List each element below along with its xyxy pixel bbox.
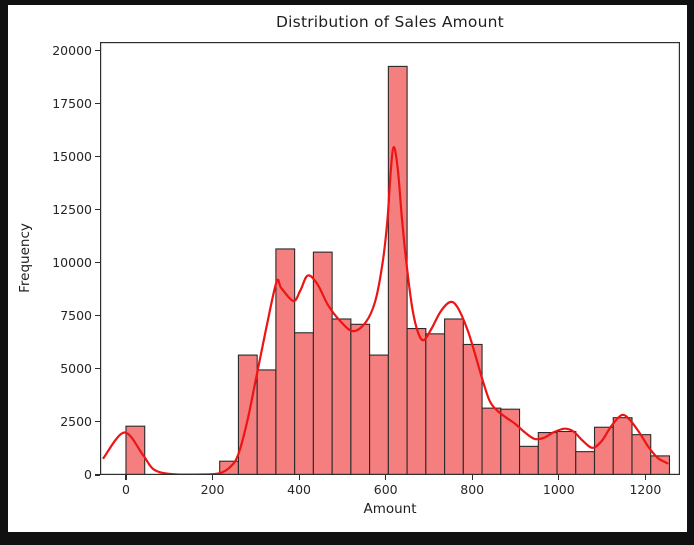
x-tick-label: 0 (122, 482, 130, 497)
histogram-bar (256, 369, 277, 475)
y-tick-mark (95, 368, 100, 370)
histogram-bar (518, 445, 539, 475)
y-tick-mark (95, 474, 100, 476)
histogram-bar (406, 327, 427, 475)
histogram-bar (312, 251, 333, 475)
y-tick-mark (95, 421, 100, 423)
y-tick-label: 2500 (60, 413, 92, 429)
x-tick-label: 600 (373, 482, 398, 497)
figure-canvas: Distribution of Sales Amount Frequency A… (8, 5, 687, 532)
y-tick-mark (95, 156, 100, 158)
histogram-bar (556, 430, 577, 475)
y-tick-label: 17500 (52, 95, 92, 111)
histogram-bar (631, 434, 652, 475)
x-tick-label: 1000 (542, 482, 575, 497)
histogram-bar (294, 332, 314, 475)
x-tick-mark (558, 475, 560, 480)
y-tick-mark (95, 315, 100, 317)
y-tick-label: 20000 (52, 42, 92, 58)
x-tick-mark (298, 475, 300, 480)
histogram-bar (387, 65, 408, 475)
y-tick-mark (95, 209, 100, 211)
histogram-bar (462, 343, 483, 475)
y-tick-label: 0 (84, 467, 92, 482)
histogram-bar (331, 318, 352, 475)
y-tick-label: 5000 (60, 360, 92, 376)
y-tick-label: 12500 (52, 201, 92, 217)
histogram-bar (444, 318, 464, 475)
y-tick-label: 15000 (52, 148, 92, 164)
y-tick-mark (95, 103, 100, 105)
axes-spines (100, 42, 680, 475)
histogram-bar (350, 323, 371, 475)
histogram-bar (369, 354, 389, 475)
y-tick-mark (95, 262, 100, 264)
x-tick-mark (211, 475, 214, 480)
plot-area (100, 42, 680, 475)
x-tick-mark (125, 475, 127, 480)
histogram-bar (612, 417, 633, 475)
x-tick-mark (385, 475, 387, 480)
x-tick-mark (471, 475, 473, 480)
axes-region (100, 42, 680, 475)
x-tick-label: 1200 (629, 482, 662, 497)
y-tick-mark (95, 49, 100, 52)
histogram-bar (593, 426, 614, 475)
histogram-bar (575, 451, 596, 475)
chart-title: Distribution of Sales Amount (276, 13, 504, 31)
x-tick-mark (644, 475, 646, 480)
histogram-bar (481, 407, 502, 475)
histogram-bar (425, 333, 446, 475)
x-tick-label: 200 (200, 482, 225, 497)
y-tick-label: 7500 (60, 307, 92, 323)
histogram-bar (500, 408, 521, 475)
x-tick-label: 800 (460, 482, 485, 497)
x-axis-label: Amount (363, 501, 417, 517)
y-tick-label: 10000 (52, 254, 92, 270)
kde-curve (102, 145, 669, 475)
x-tick-label: 400 (287, 482, 312, 497)
